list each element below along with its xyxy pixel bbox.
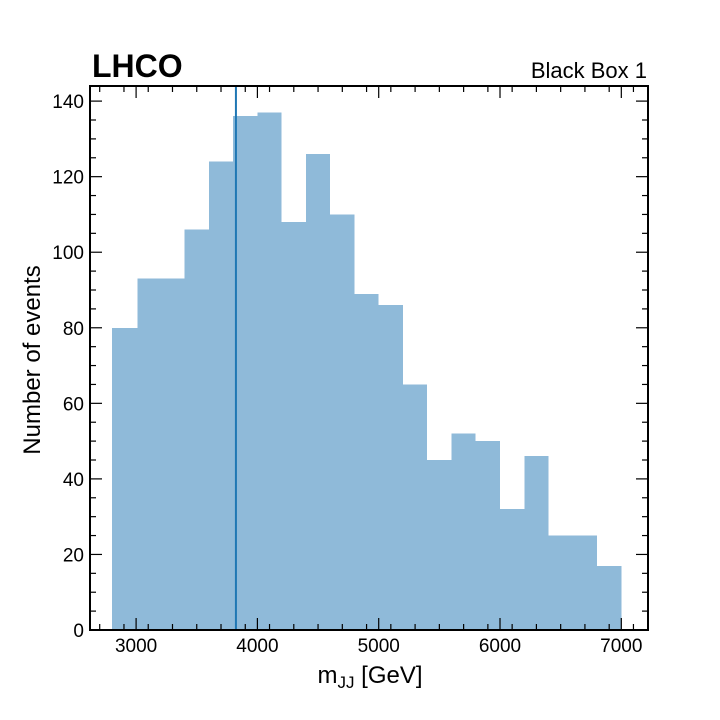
histogram-bar-0 (111, 327, 138, 630)
histogram-bar-11 (378, 305, 403, 630)
x-tick-label: 6000 (479, 636, 521, 657)
plot-frame (89, 85, 649, 631)
x-tick-label: 4000 (236, 636, 278, 657)
histogram-bar-17 (524, 456, 549, 630)
histogram-bars (111, 112, 622, 631)
experiment-label: LHCO (92, 48, 183, 84)
x-tick-label: 5000 (358, 636, 400, 657)
histogram-bar-4 (208, 161, 234, 631)
axis-ticks: 3000 4000 5000 6000 7000 0 20 40 60 80 100 120 140 (52, 86, 648, 657)
histogram-bar-14 (451, 433, 476, 630)
y-tick-label: 80 (63, 319, 84, 340)
histogram-bar-9 (330, 214, 355, 630)
histogram-bar-13 (427, 460, 452, 630)
histogram-bar-12 (402, 384, 428, 630)
histogram-bar-6 (257, 112, 282, 630)
dataset-label: Black Box 1 (531, 58, 647, 83)
y-tick-label: 140 (52, 92, 84, 113)
x-tick-label: 7000 (600, 636, 642, 657)
histogram-bar-10 (354, 293, 379, 630)
y-tick-label: 0 (73, 621, 84, 642)
histogram-bar-19 (597, 565, 622, 630)
histogram-bar-3 (184, 229, 209, 631)
histogram-bar-7 (281, 222, 306, 630)
histogram-bar-1 (137, 278, 161, 630)
histogram-bar-5 (233, 116, 258, 630)
y-tick-label: 100 (52, 243, 84, 264)
histogram-bar-15 (475, 441, 501, 630)
histogram-bar-16 (500, 509, 525, 630)
y-tick-label: 60 (63, 394, 84, 415)
y-axis-label: Number of events (19, 265, 46, 454)
histogram-bar-8 (305, 154, 331, 630)
histogram-bar-18 (548, 535, 598, 630)
histogram-bar-2 (160, 278, 185, 630)
x-tick-label: 3000 (115, 636, 157, 657)
y-tick-label: 40 (63, 470, 84, 491)
y-tick-label: 120 (52, 168, 84, 189)
x-axis-label: mJJ [GeV] (317, 662, 422, 692)
y-tick-label: 20 (63, 545, 84, 566)
